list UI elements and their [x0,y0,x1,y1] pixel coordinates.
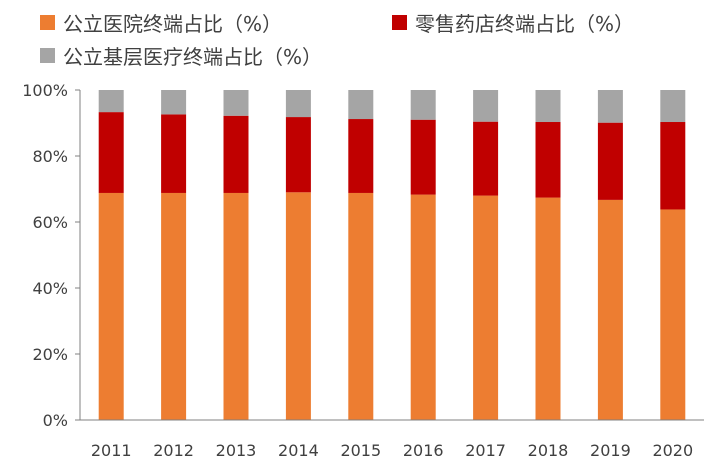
bar-segment-2013-series-0 [223,192,249,420]
chart-legend: 公立医院终端占比（%） 零售药店终端占比（%） 公立基层医疗终端占比（%） [0,0,726,80]
x-tick-label: 2019 [590,441,631,460]
y-tick-label: 0% [43,411,68,430]
bar-segment-2016-series-2 [410,90,436,120]
y-tick-label: 40% [32,279,68,298]
legend-item-public-hospital: 公立医院终端占比（%） [40,8,282,37]
bar-segment-2012-series-1 [161,114,187,193]
bar-segment-2014-series-2 [285,90,311,118]
x-tick-label: 2017 [465,441,506,460]
legend-swatch-retail-pharmacy [392,15,407,30]
bar-segment-2013-series-1 [223,115,249,193]
x-tick-label: 2011 [91,441,132,460]
x-tick-label: 2012 [153,441,194,460]
x-tick-label: 2020 [652,441,693,460]
y-tick-label: 100% [22,81,68,100]
bar-segment-2015-series-2 [348,90,374,120]
y-tick-label: 20% [32,345,68,364]
x-tick-label: 2018 [528,441,569,460]
bar-segment-2019-series-0 [597,199,623,420]
x-tick-label: 2014 [278,441,319,460]
bar-segment-2014-series-0 [285,192,311,420]
legend-item-grassroots-medical: 公立基层医疗终端占比（%） [40,41,322,70]
bar-segment-2012-series-2 [161,90,187,115]
bar-segment-2020-series-0 [660,209,686,420]
bar-segment-2020-series-2 [660,90,686,123]
bar-segment-2015-series-0 [348,192,374,420]
x-tick-label: 2015 [340,441,381,460]
legend-item-retail-pharmacy: 零售药店终端占比（%） [392,8,634,37]
bar-segment-2018-series-2 [535,90,561,123]
bar-segment-2011-series-1 [98,112,124,193]
bar-segment-2015-series-1 [348,119,374,193]
bar-segment-2016-series-0 [410,194,436,420]
axes [79,90,704,421]
bar-segment-2018-series-1 [535,122,561,198]
bar-segment-2017-series-1 [473,121,499,196]
bar-segment-2014-series-1 [285,117,311,193]
y-axis-ticks: 0% 20% 40% 60% 80% 100% [22,81,80,430]
bar-segment-2017-series-0 [473,195,499,420]
legend-swatch-grassroots-medical [40,48,55,63]
bar-segment-2019-series-2 [597,90,623,123]
bar-segment-2020-series-1 [660,122,686,210]
x-tick-label: 2013 [216,441,257,460]
bar-segment-2019-series-1 [597,122,623,200]
legend-swatch-public-hospital [40,15,55,30]
legend-label-grassroots-medical: 公立基层医疗终端占比（%） [63,45,323,69]
legend-label-public-hospital: 公立医院终端占比（%） [63,12,283,36]
bar-segment-2017-series-2 [473,90,499,122]
bar-segment-2018-series-0 [535,197,561,420]
bar-segment-2011-series-0 [98,192,124,420]
bar-segment-2012-series-0 [161,192,187,420]
bar-segment-2016-series-1 [410,119,436,195]
legend-label-retail-pharmacy: 零售药店终端占比（%） [415,12,635,36]
x-tick-label: 2016 [403,441,444,460]
bars [98,90,686,420]
x-axis-ticks: 2011 2012 2013 2014 2015 2016 2017 2018 2019 2020 [91,441,693,460]
bar-segment-2011-series-2 [98,90,124,113]
bar-segment-2013-series-2 [223,90,249,116]
y-tick-label: 60% [32,213,68,232]
y-tick-label: 80% [32,147,68,166]
